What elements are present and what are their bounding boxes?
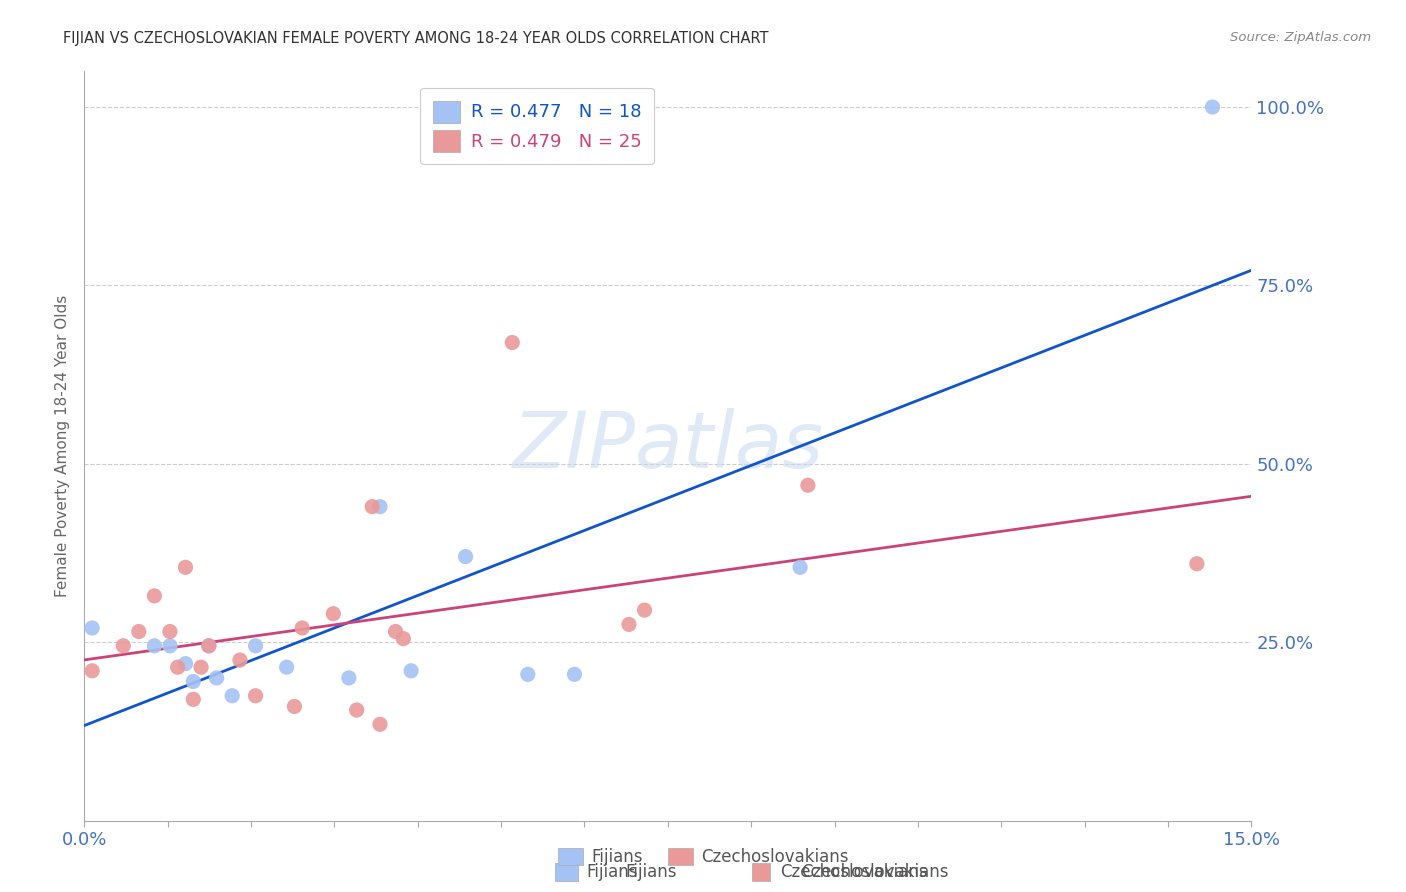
Point — [564, 667, 586, 681]
Point — [143, 639, 166, 653]
Point — [245, 639, 267, 653]
Point — [174, 657, 197, 671]
Point — [337, 671, 360, 685]
Point — [283, 699, 305, 714]
Point — [112, 639, 135, 653]
Text: ZIPatlas: ZIPatlas — [512, 408, 824, 484]
Point — [82, 621, 104, 635]
Point — [384, 624, 406, 639]
Point — [516, 667, 538, 681]
Point — [399, 664, 422, 678]
Text: Fijians: Fijians — [586, 863, 638, 881]
Text: Source: ZipAtlas.com: Source: ZipAtlas.com — [1230, 31, 1371, 45]
Point — [1201, 100, 1223, 114]
Bar — [752, 863, 770, 881]
Point — [392, 632, 415, 646]
Text: FIJIAN VS CZECHOSLOVAKIAN FEMALE POVERTY AMONG 18-24 YEAR OLDS CORRELATION CHART: FIJIAN VS CZECHOSLOVAKIAN FEMALE POVERTY… — [63, 31, 769, 46]
Point — [174, 560, 197, 574]
Point — [454, 549, 477, 564]
Point — [198, 639, 221, 653]
Point — [1185, 557, 1208, 571]
Point — [361, 500, 384, 514]
Point — [797, 478, 820, 492]
Point — [633, 603, 655, 617]
Point — [346, 703, 368, 717]
Point — [229, 653, 252, 667]
Point — [198, 639, 221, 653]
Point — [245, 689, 267, 703]
Point — [291, 621, 314, 635]
Point — [190, 660, 212, 674]
Point — [276, 660, 298, 674]
Point — [166, 660, 188, 674]
Text: Czechoslovakians: Czechoslovakians — [780, 863, 928, 881]
Bar — [555, 863, 578, 881]
Point — [322, 607, 344, 621]
Point — [82, 664, 104, 678]
Y-axis label: Female Poverty Among 18-24 Year Olds: Female Poverty Among 18-24 Year Olds — [55, 295, 70, 597]
Legend: Fijians, Czechoslovakians: Fijians, Czechoslovakians — [550, 840, 856, 875]
Point — [205, 671, 228, 685]
Text: Fijians: Fijians — [626, 863, 678, 881]
Point — [368, 717, 391, 731]
Text: Czechoslovakians: Czechoslovakians — [801, 863, 949, 881]
Point — [128, 624, 150, 639]
Point — [143, 589, 166, 603]
Point — [181, 674, 204, 689]
Point — [789, 560, 811, 574]
Legend: R = 0.477   N = 18, R = 0.479   N = 25: R = 0.477 N = 18, R = 0.479 N = 25 — [420, 88, 654, 164]
Point — [181, 692, 204, 706]
Point — [501, 335, 523, 350]
Point — [159, 639, 181, 653]
Point — [159, 624, 181, 639]
Point — [617, 617, 640, 632]
Point — [221, 689, 243, 703]
Point — [368, 500, 391, 514]
